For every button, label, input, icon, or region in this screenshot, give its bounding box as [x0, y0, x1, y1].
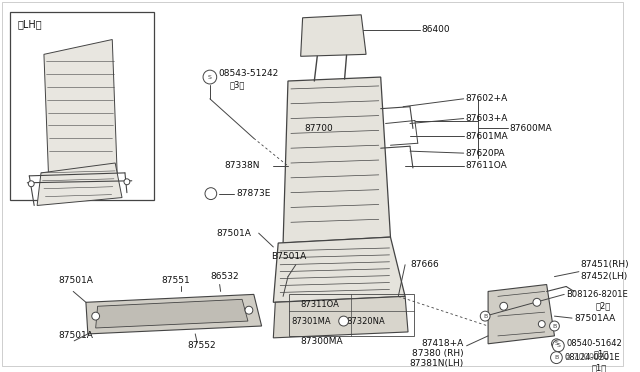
Text: 87603+A: 87603+A: [466, 114, 508, 123]
Text: 87380 (RH): 87380 (RH): [412, 349, 464, 358]
Circle shape: [28, 181, 34, 187]
Circle shape: [538, 321, 545, 327]
Text: 86532: 86532: [211, 272, 239, 281]
Text: S: S: [208, 74, 212, 80]
Text: 87381N(LH): 87381N(LH): [410, 359, 464, 368]
Polygon shape: [37, 163, 122, 205]
Text: 87320NA: 87320NA: [346, 317, 385, 326]
Text: 87873E: 87873E: [236, 189, 271, 198]
Polygon shape: [86, 294, 262, 334]
Text: （1）: （1）: [591, 363, 607, 372]
Circle shape: [552, 340, 564, 352]
Bar: [289, 294, 414, 336]
Text: B: B: [483, 314, 487, 319]
Text: 86400: 86400: [422, 25, 451, 34]
Text: 87611OA: 87611OA: [466, 161, 508, 170]
Circle shape: [550, 321, 559, 331]
Polygon shape: [273, 237, 405, 302]
Circle shape: [339, 316, 349, 326]
Text: 87501A: 87501A: [59, 276, 93, 285]
Text: （LH）: （LH）: [17, 19, 42, 29]
Text: 87601MA: 87601MA: [466, 132, 508, 141]
Circle shape: [480, 311, 490, 321]
Text: B7501A: B7501A: [271, 252, 307, 262]
Text: 87338N: 87338N: [225, 161, 260, 170]
Polygon shape: [283, 77, 390, 243]
Text: 87602+A: 87602+A: [466, 94, 508, 103]
Text: 87301MA: 87301MA: [291, 317, 330, 326]
Circle shape: [552, 339, 561, 349]
Circle shape: [245, 306, 253, 314]
Polygon shape: [273, 296, 408, 338]
Text: S: S: [554, 341, 558, 346]
Circle shape: [550, 352, 563, 363]
Text: 87600MA: 87600MA: [509, 124, 552, 133]
Text: z 700006: z 700006: [566, 353, 605, 362]
Text: 08543-51242: 08543-51242: [219, 68, 279, 78]
Bar: [10, 12, 154, 199]
Circle shape: [500, 302, 508, 310]
Text: 87551: 87551: [161, 276, 190, 285]
Text: （3）: （3）: [229, 80, 244, 89]
Text: B: B: [552, 324, 557, 328]
Text: 08540-51642: 08540-51642: [566, 339, 622, 348]
Text: （1）: （1）: [593, 349, 609, 358]
Text: 87501AA: 87501AA: [574, 314, 615, 323]
Text: 87418+A: 87418+A: [421, 339, 464, 348]
Circle shape: [203, 70, 217, 84]
Polygon shape: [301, 15, 366, 56]
Text: 87501A: 87501A: [59, 331, 93, 340]
Text: 87620PA: 87620PA: [466, 149, 505, 158]
Text: B: B: [554, 355, 559, 360]
Text: 87700: 87700: [305, 124, 333, 133]
Text: 87452(LH): 87452(LH): [581, 272, 628, 281]
Text: 87666: 87666: [410, 260, 439, 269]
Text: （2）: （2）: [595, 302, 611, 311]
Circle shape: [533, 298, 541, 306]
Text: S: S: [556, 343, 560, 348]
Text: 87300MA: 87300MA: [301, 337, 344, 346]
Polygon shape: [44, 39, 117, 183]
Circle shape: [205, 188, 217, 199]
Text: 87501A: 87501A: [217, 229, 252, 238]
Text: 87451(RH): 87451(RH): [581, 260, 630, 269]
Circle shape: [124, 179, 130, 185]
Polygon shape: [488, 285, 554, 344]
Text: B08126-8201E: B08126-8201E: [566, 290, 628, 299]
Text: 87311OA: 87311OA: [301, 300, 340, 309]
Circle shape: [92, 312, 100, 320]
Polygon shape: [95, 299, 248, 328]
Text: 08124-0201E: 08124-0201E: [564, 353, 620, 362]
Text: 87552: 87552: [188, 341, 216, 350]
